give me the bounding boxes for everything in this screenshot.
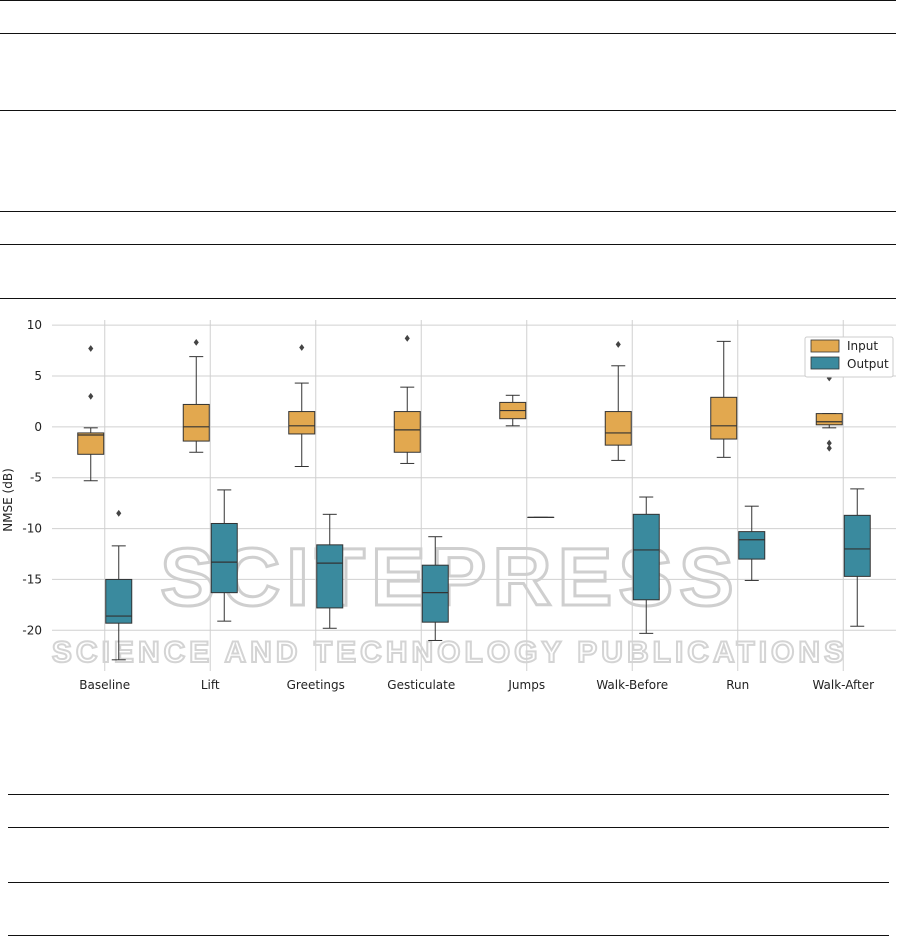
y-tick-label: 5 (34, 369, 42, 383)
box-body (843, 514, 871, 577)
table-rule (0, 298, 896, 299)
table-rule (0, 33, 896, 34)
x-tick-label: Lift (201, 678, 220, 692)
y-tick-label: -5 (30, 471, 42, 485)
legend-label-output: Output (847, 357, 889, 371)
outlier-point (615, 341, 621, 348)
box-body (210, 522, 238, 594)
y-tick-label: 0 (34, 420, 42, 434)
box-body (604, 411, 632, 446)
y-tick-label: -10 (22, 522, 42, 536)
box-body (393, 411, 421, 453)
box-body (288, 411, 316, 435)
outlier-point (88, 392, 94, 400)
outlier-point (299, 344, 305, 351)
table-rule (0, 244, 896, 245)
x-tick-label: Walk-After (812, 678, 874, 692)
table-rule-top (0, 0, 896, 1)
x-tick-label: Baseline (79, 678, 130, 692)
box-output-greetings (316, 513, 344, 629)
x-axis-ticks: Baseline Lift Greetings Gesticulate Jumps Wal… (79, 678, 874, 692)
box-body (815, 413, 843, 426)
x-tick-label: Jumps (507, 678, 545, 692)
legend-swatch-output (810, 356, 840, 370)
outlier-point (826, 374, 832, 382)
outlier-point (826, 439, 832, 447)
box-input-jumps (499, 394, 527, 427)
x-tick-label: Run (726, 678, 749, 692)
outlier-point (193, 338, 199, 346)
table-rule-bottom (8, 935, 889, 936)
legend-swatch-input (810, 339, 840, 353)
nmse-boxplot: SCITEPRESS SCIENCE AND TECHNOLOGY PUBLIC… (1, 318, 896, 692)
y-tick-label: -20 (22, 623, 42, 637)
box-output-lift (210, 489, 238, 622)
table-rule (8, 882, 889, 883)
box-input-baseline (77, 345, 105, 482)
box-output-walk-before (632, 496, 660, 634)
box-input-walk-after (815, 374, 843, 452)
outlier-point (826, 444, 832, 452)
box-body (77, 432, 105, 455)
box-body (710, 396, 738, 440)
table-rule (0, 211, 896, 212)
x-tick-label: Walk-Before (596, 678, 668, 692)
x-tick-label: Gesticulate (387, 678, 455, 692)
box-output-run (738, 505, 766, 581)
box-body (182, 403, 210, 442)
table-rule (8, 827, 889, 828)
y-tick-label: -15 (22, 572, 42, 586)
box-body (632, 513, 660, 601)
box-input-greetings (288, 344, 316, 468)
table-rule (8, 794, 889, 795)
table-rule (0, 110, 896, 111)
box-input-run (710, 340, 738, 458)
y-axis-label: NMSE (dB) (1, 468, 15, 532)
legend: Input Output (804, 336, 894, 378)
watermark: SCITEPRESS SCIENCE AND TECHNOLOGY PUBLIC… (51, 531, 848, 671)
legend-label-input: Input (847, 339, 878, 353)
box-output-baseline (105, 509, 133, 661)
box-input-lift (182, 338, 210, 453)
outlier-point (88, 345, 94, 352)
box-body (316, 544, 344, 609)
outlier-point (116, 509, 122, 517)
box-output-walk-after (843, 488, 871, 627)
box-output-gesticulate (421, 536, 449, 641)
watermark-line2: SCIENCE AND TECHNOLOGY PUBLICATIONS (52, 636, 848, 669)
box-body (421, 564, 449, 623)
box-body (738, 531, 766, 560)
y-axis-ticks: 10 5 0 -5 -10 -15 -20 (22, 318, 42, 637)
y-tick-label: 10 (27, 318, 42, 332)
plot-background (52, 320, 896, 671)
x-tick-label: Greetings (287, 678, 345, 692)
box-series (77, 334, 871, 661)
box-input-walk-before (604, 341, 632, 461)
